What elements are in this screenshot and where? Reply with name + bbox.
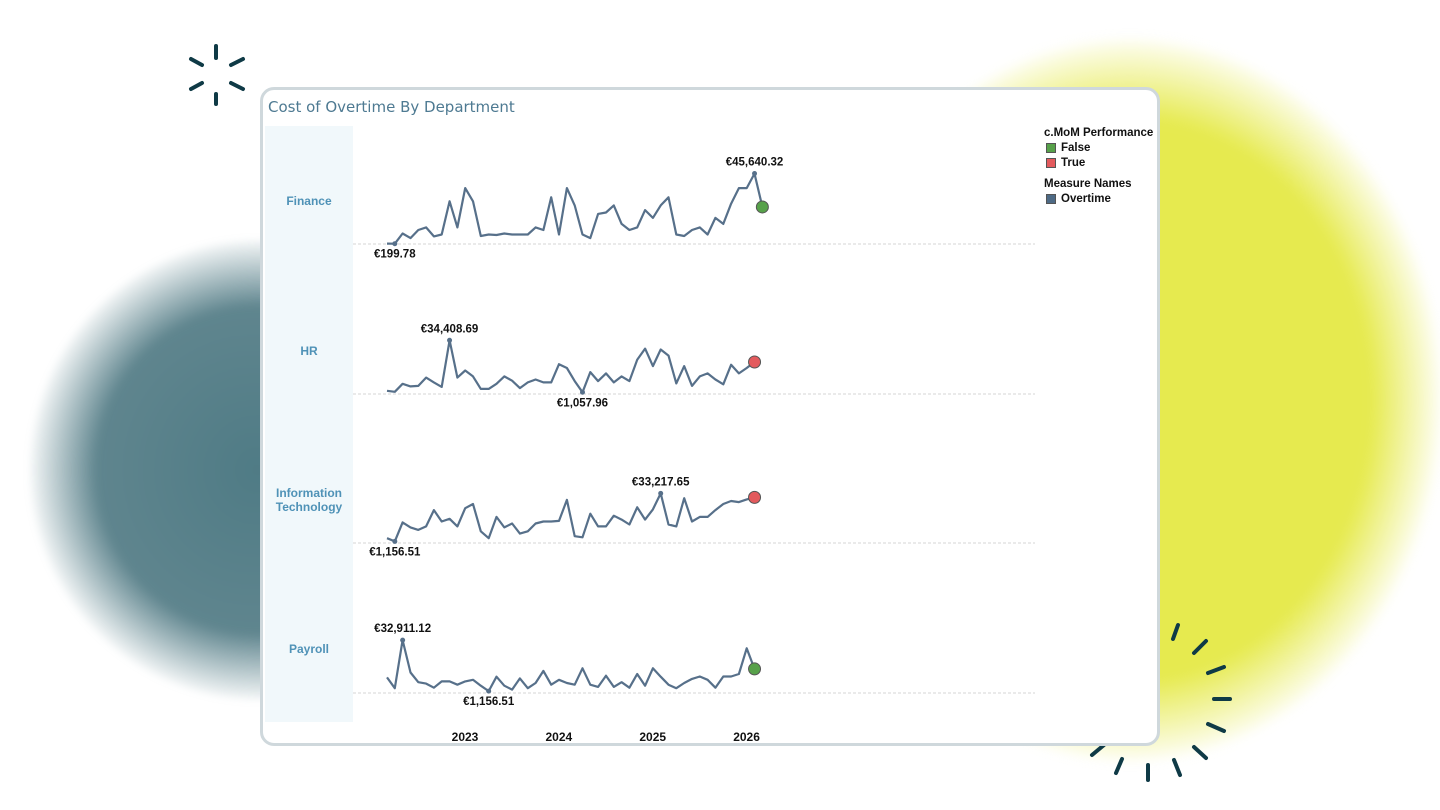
max-point-information-technology xyxy=(658,490,664,496)
chart-card: Cost of Overtime By Department Finance H… xyxy=(260,87,1160,746)
series-line-payroll xyxy=(386,638,756,693)
legend-title-mom-performance: c.MoM Performance xyxy=(1044,127,1154,139)
min-point-payroll xyxy=(486,688,492,694)
min-label-finance: €199.78 xyxy=(374,249,416,261)
max-point-finance xyxy=(752,171,758,177)
department-label-information-technology: Information Technology xyxy=(275,486,343,514)
chart-title: Cost of Overtime By Department xyxy=(268,98,515,116)
department-header-column: Finance HR Information Technology Payrol… xyxy=(265,126,353,722)
max-label-finance: €45,640.32 xyxy=(726,157,784,169)
series-line-finance xyxy=(386,172,764,245)
x-tick-2024: 2024 xyxy=(546,730,573,743)
series-line-hr xyxy=(386,339,756,394)
max-label-payroll: €32,911.12 xyxy=(374,623,431,635)
min-point-hr xyxy=(580,389,585,395)
max-label-hr: €34,408.69 xyxy=(421,323,479,335)
min-point-information-technology xyxy=(392,538,398,544)
legend-group-mom-performance: c.MoM Performance False True xyxy=(1044,127,1153,170)
max-point-payroll xyxy=(400,637,406,643)
x-tick-2026: 2026 xyxy=(733,730,760,743)
department-label-hr: HR xyxy=(300,344,318,358)
x-tick-2025: 2025 xyxy=(639,730,666,743)
department-label-finance: Finance xyxy=(286,194,332,208)
legend-label-true: True xyxy=(1061,156,1086,169)
max-point-hr xyxy=(447,337,453,343)
legend-swatch-true xyxy=(1046,157,1056,168)
legend-item-true[interactable]: True xyxy=(1046,155,1153,170)
legend-swatch-overtime xyxy=(1046,193,1056,204)
legend-label-overtime: Overtime xyxy=(1061,192,1111,205)
legend-item-overtime[interactable]: Overtime xyxy=(1046,191,1153,206)
min-point-finance xyxy=(392,241,398,247)
min-label-payroll: €1,156.51 xyxy=(463,696,515,708)
max-label-information-technology: €33,217.65 xyxy=(632,476,690,488)
min-label-hr: €1,057.96 xyxy=(557,397,608,409)
last-point-status-information-technology xyxy=(748,490,762,504)
series-line-information-technology xyxy=(386,492,755,543)
last-point-status-payroll xyxy=(748,662,762,676)
legend-title-measure-names: Measure Names xyxy=(1044,178,1132,190)
legend-swatch-false xyxy=(1046,142,1056,153)
overtime-line-chart: €45,640.32 €199.78 €34,408.69 €1,057.96 €33,… xyxy=(353,157,1035,743)
sparkle-decoration-top-left xyxy=(189,44,245,106)
legend-label-false: False xyxy=(1061,141,1091,154)
legend: c.MoM Performance False True Measure Nam… xyxy=(1044,127,1153,214)
last-point-status-hr xyxy=(748,355,762,369)
legend-group-measure-names: Measure Names Overtime xyxy=(1044,178,1153,206)
sparkle-decoration-bottom-right xyxy=(1090,623,1232,782)
x-tick-2023: 2023 xyxy=(452,730,479,743)
min-label-information-technology: €1,156.51 xyxy=(369,546,421,558)
department-label-payroll: Payroll xyxy=(288,642,330,656)
legend-item-false[interactable]: False xyxy=(1046,140,1153,155)
last-point-status-finance xyxy=(755,200,769,214)
